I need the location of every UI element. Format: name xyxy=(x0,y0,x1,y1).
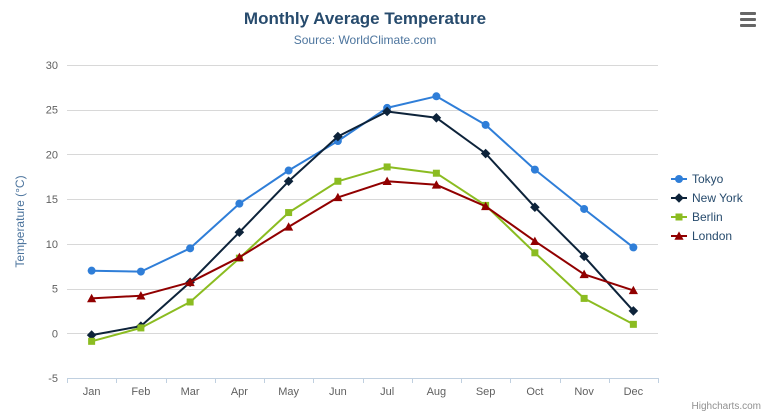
series-line-berlin xyxy=(91,165,634,343)
x-axis-label: Aug xyxy=(427,386,447,398)
legend: Tokyo New York Berlin London xyxy=(671,169,743,245)
data-point-tokyo-aug[interactable] xyxy=(432,92,441,101)
data-point-tokyo-sep[interactable] xyxy=(481,120,490,129)
data-point-berlin-may[interactable] xyxy=(285,209,293,217)
chart-subtitle: Source: WorldClimate.com xyxy=(293,33,437,47)
triangle-marker-icon xyxy=(671,230,687,240)
data-point-london-sep[interactable] xyxy=(481,201,491,211)
x-axis-label: Apr xyxy=(231,386,248,398)
data-point-tokyo-apr[interactable] xyxy=(235,199,244,208)
y-axis-label: 30 xyxy=(46,60,58,72)
circle-icon xyxy=(675,174,683,183)
data-point-new-york-dec[interactable] xyxy=(628,306,639,316)
data-point-new-york-may[interactable] xyxy=(283,176,294,187)
series-line-london xyxy=(91,180,634,300)
data-point-london-mar[interactable] xyxy=(185,277,195,287)
x-axis-label: Mar xyxy=(181,386,200,398)
data-point-new-york-jun[interactable] xyxy=(333,131,343,142)
data-point-london-aug[interactable] xyxy=(431,180,441,189)
series-line-new-york xyxy=(91,110,635,337)
legend-label: Berlin xyxy=(692,209,723,224)
legend-label: New York xyxy=(692,190,743,205)
data-point-tokyo-mar[interactable] xyxy=(186,244,195,253)
y-axis-title: Temperature (°C) xyxy=(13,175,27,267)
data-point-berlin-oct[interactable] xyxy=(531,249,539,257)
data-point-london-may[interactable] xyxy=(284,222,294,231)
data-point-london-jul[interactable] xyxy=(382,176,392,186)
legend-label: London xyxy=(692,228,733,243)
circle-marker-icon xyxy=(671,174,687,183)
x-axis-label: Feb xyxy=(131,386,150,398)
data-point-new-york-apr[interactable] xyxy=(234,227,245,238)
data-point-new-york-aug[interactable] xyxy=(431,112,442,123)
y-axis-label: -5 xyxy=(48,373,58,385)
y-axis-label: 25 xyxy=(46,105,58,117)
data-point-berlin-jun[interactable] xyxy=(334,177,342,185)
data-point-berlin-jan[interactable] xyxy=(88,337,96,345)
square-marker-icon xyxy=(671,213,687,220)
data-point-berlin-mar[interactable] xyxy=(186,298,194,306)
export-menu-button[interactable] xyxy=(737,10,759,28)
data-point-tokyo-feb[interactable] xyxy=(136,267,145,276)
data-point-tokyo-dec[interactable] xyxy=(629,243,638,252)
data-point-london-dec[interactable] xyxy=(628,285,638,295)
data-point-berlin-dec[interactable] xyxy=(629,320,637,328)
data-point-new-york-sep[interactable] xyxy=(480,148,491,159)
x-axis-label: Jan xyxy=(83,386,101,398)
legend-item-new-york[interactable]: New York xyxy=(671,188,743,207)
data-point-berlin-feb[interactable] xyxy=(137,324,145,332)
x-axis-label: Sep xyxy=(476,386,496,398)
square-icon xyxy=(675,213,683,220)
hamburger-icon-bar xyxy=(740,17,756,21)
data-point-london-jan[interactable] xyxy=(87,293,97,303)
data-point-london-feb[interactable] xyxy=(136,291,146,300)
data-point-tokyo-oct[interactable] xyxy=(530,165,539,174)
y-axis-label: 10 xyxy=(46,239,58,251)
data-point-tokyo-nov[interactable] xyxy=(580,204,589,213)
data-point-london-nov[interactable] xyxy=(579,269,589,279)
x-axis-label: Jun xyxy=(329,386,347,398)
credits-link[interactable]: Highcharts.com xyxy=(691,401,761,412)
data-point-new-york-jan[interactable] xyxy=(86,330,97,340)
data-point-berlin-aug[interactable] xyxy=(432,169,440,177)
legend-label: Tokyo xyxy=(692,171,724,186)
legend-item-tokyo[interactable]: Tokyo xyxy=(671,169,743,188)
data-point-london-jun[interactable] xyxy=(333,192,343,202)
y-axis-label: 20 xyxy=(46,149,58,161)
x-axis-label: Dec xyxy=(624,386,644,398)
legend-item-london[interactable]: London xyxy=(671,226,743,245)
hamburger-icon-bar xyxy=(740,23,756,27)
data-point-new-york-oct[interactable] xyxy=(530,202,540,212)
y-axis-label: 0 xyxy=(52,328,58,340)
x-axis-label: May xyxy=(278,386,299,398)
data-point-london-oct[interactable] xyxy=(530,236,540,245)
triangle-icon xyxy=(674,230,684,240)
x-axis-label: Nov xyxy=(574,386,594,398)
hamburger-icon-bar xyxy=(740,11,756,15)
series-line-tokyo xyxy=(91,95,635,273)
diamond-icon xyxy=(674,192,684,203)
data-point-tokyo-may[interactable] xyxy=(284,166,293,175)
y-axis-label: 5 xyxy=(52,284,58,296)
chart-title: Monthly Average Temperature xyxy=(243,9,487,28)
data-point-new-york-nov[interactable] xyxy=(579,251,589,262)
x-axis-label: Jul xyxy=(380,386,394,398)
data-point-tokyo-jan[interactable] xyxy=(87,266,96,275)
legend-item-berlin[interactable]: Berlin xyxy=(671,207,743,226)
x-axis-label: Oct xyxy=(526,386,543,398)
data-point-berlin-jul[interactable] xyxy=(383,163,391,171)
data-point-london-apr[interactable] xyxy=(234,252,244,262)
diamond-marker-icon xyxy=(671,192,687,203)
data-point-new-york-jul[interactable] xyxy=(382,106,392,117)
y-axis-label: 15 xyxy=(46,194,58,206)
data-point-berlin-nov[interactable] xyxy=(580,294,588,302)
